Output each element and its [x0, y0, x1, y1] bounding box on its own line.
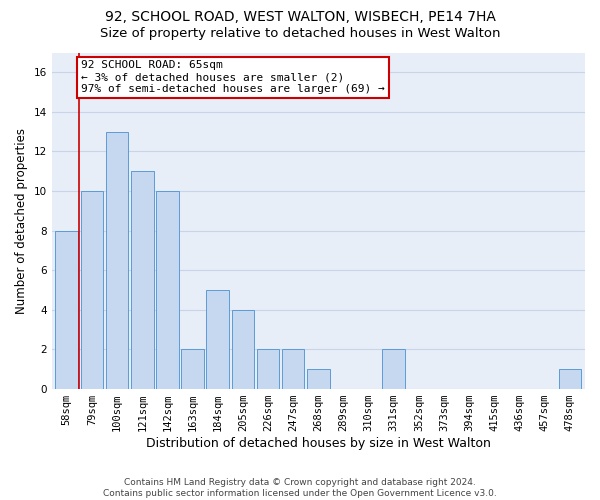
X-axis label: Distribution of detached houses by size in West Walton: Distribution of detached houses by size … [146, 437, 491, 450]
Text: 92, SCHOOL ROAD, WEST WALTON, WISBECH, PE14 7HA: 92, SCHOOL ROAD, WEST WALTON, WISBECH, P… [104, 10, 496, 24]
Bar [55, 230, 78, 389]
Bar [307, 370, 329, 389]
Bar [232, 310, 254, 389]
Bar [181, 350, 204, 389]
Bar [106, 132, 128, 389]
Bar [382, 350, 405, 389]
Text: 92 SCHOOL ROAD: 65sqm
← 3% of detached houses are smaller (2)
97% of semi-detach: 92 SCHOOL ROAD: 65sqm ← 3% of detached h… [82, 60, 385, 94]
Bar [206, 290, 229, 389]
Bar [257, 350, 280, 389]
Bar [282, 350, 304, 389]
Bar [80, 191, 103, 389]
Bar [156, 191, 179, 389]
Text: Size of property relative to detached houses in West Walton: Size of property relative to detached ho… [100, 28, 500, 40]
Y-axis label: Number of detached properties: Number of detached properties [15, 128, 28, 314]
Bar [131, 172, 154, 389]
Text: Contains HM Land Registry data © Crown copyright and database right 2024.
Contai: Contains HM Land Registry data © Crown c… [103, 478, 497, 498]
Bar [559, 370, 581, 389]
